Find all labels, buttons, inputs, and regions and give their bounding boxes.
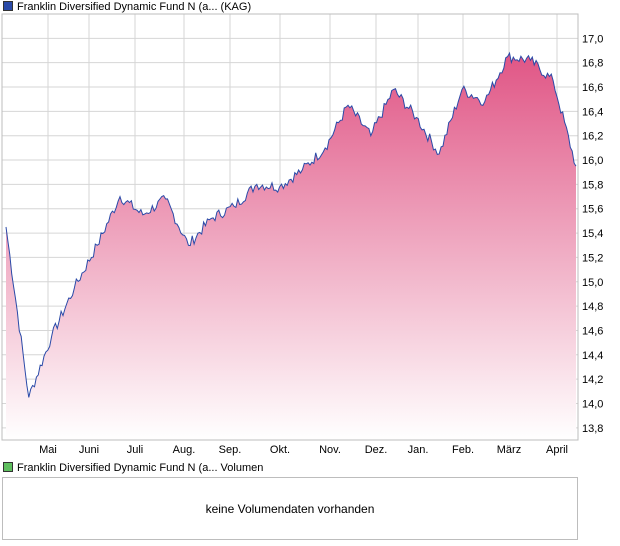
- plot-frame: [1, 13, 579, 441]
- y-tick-label: 16,8: [582, 58, 603, 70]
- volume-empty-message: keine Volumendaten vorhanden: [205, 502, 375, 516]
- y-tick-label: 16,0: [582, 155, 603, 167]
- y-axis: 13,8 14,0 14,2 14,4 14,6 14,8 15,0 15,2 15,4 15,6…: [582, 33, 603, 434]
- price-legend: Franklin Diversified Dynamic Fund N (a..…: [2, 0, 251, 14]
- x-tick-label: Dez.: [365, 444, 388, 456]
- y-tick-label: 15,4: [582, 228, 603, 240]
- x-tick-label: April: [546, 444, 568, 456]
- y-tick-label: 16,4: [582, 106, 603, 118]
- x-tick-label: Jan.: [408, 444, 429, 456]
- y-tick-label: 14,6: [582, 325, 603, 337]
- y-tick-label: 13,8: [582, 423, 603, 435]
- x-tick-label: März: [497, 444, 521, 456]
- price-legend-label: Franklin Diversified Dynamic Fund N (a..…: [17, 1, 252, 13]
- y-tick-label: 14,2: [582, 374, 603, 386]
- price-area: [6, 53, 576, 440]
- y-tick-label: 17,0: [582, 33, 603, 45]
- x-tick-label: Juli: [127, 444, 144, 456]
- y-tick-label: 15,8: [582, 179, 603, 191]
- y-tick-label: 15,0: [582, 277, 603, 289]
- y-tick-label: 16,6: [582, 82, 603, 94]
- price-line: [5, 51, 577, 398]
- volume-legend: Franklin Diversified Dynamic Fund N (a..…: [2, 461, 263, 475]
- volume-panel: keine Volumendaten vorhanden: [2, 477, 578, 540]
- x-tick-label: Mai: [39, 444, 57, 456]
- y-tick-label: 14,8: [582, 301, 603, 313]
- x-tick-label: Aug.: [173, 444, 196, 456]
- y-tick-label: 15,6: [582, 204, 603, 216]
- x-tick-label: Nov.: [319, 444, 341, 456]
- price-legend-swatch: [3, 1, 13, 12]
- x-tick-label: Okt.: [270, 444, 290, 456]
- x-axis: Mai Juni Juli Aug. Sep. Okt. Nov. Dez. Jan. Feb. M…: [39, 444, 568, 456]
- x-tick-label: Feb.: [452, 444, 474, 456]
- y-tick-label: 15,2: [582, 252, 603, 264]
- y-tick-label: 16,2: [582, 131, 603, 143]
- volume-legend-swatch: [3, 462, 13, 473]
- x-tick-label: Sep.: [219, 444, 242, 456]
- y-tick-label: 14,4: [582, 350, 603, 362]
- y-tick-label: 14,0: [582, 398, 603, 410]
- volume-legend-label: Franklin Diversified Dynamic Fund N (a..…: [17, 462, 264, 474]
- x-tick-label: Juni: [79, 444, 99, 456]
